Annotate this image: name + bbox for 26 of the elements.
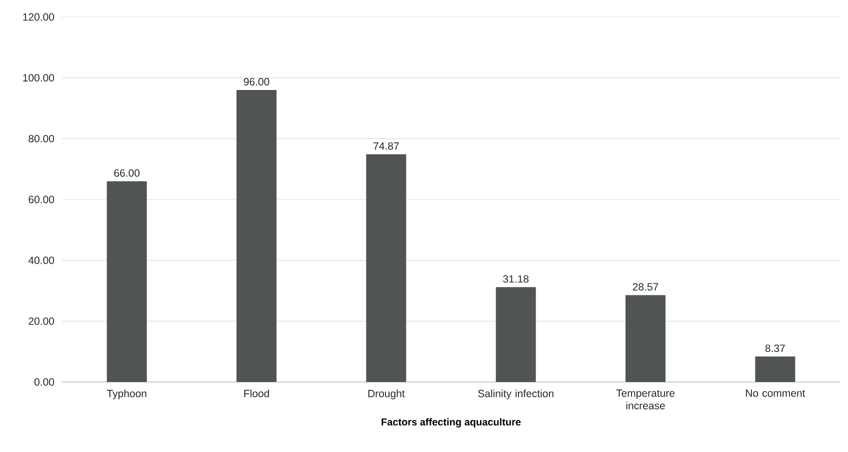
bar <box>496 287 536 382</box>
data-label: 31.18 <box>503 275 529 283</box>
data-label: 28.57 <box>632 283 658 291</box>
data-label: 96.00 <box>244 78 270 86</box>
y-tick-label: 0.00 <box>34 378 54 386</box>
bar <box>755 356 796 382</box>
bar <box>626 295 666 382</box>
x-tick-label: Typhoon <box>106 390 146 400</box>
x-tick-label: No comment <box>746 390 806 397</box>
x-axis-title: Factors affecting aquaculture <box>382 418 521 428</box>
x-tick-label: Flood <box>244 390 269 398</box>
bar <box>236 90 277 382</box>
data-label: 66.00 <box>114 169 140 177</box>
x-tick-label: Salinity infection <box>478 390 554 400</box>
y-tick-label: 120.00 <box>23 13 54 21</box>
y-tick-label: 100.00 <box>23 74 54 82</box>
y-tick-label: 60.00 <box>28 196 54 204</box>
x-tick-label: Drought <box>368 390 405 400</box>
y-tick-label: 20.00 <box>28 317 54 325</box>
bar <box>366 154 406 382</box>
y-tick-label: 40.00 <box>28 256 54 264</box>
x-tick-label: Temperature increase <box>616 390 675 410</box>
y-tick-label: 80.00 <box>28 134 54 142</box>
data-label: 8.37 <box>765 344 785 352</box>
bar <box>106 181 147 382</box>
data-label: 74.87 <box>374 142 399 150</box>
